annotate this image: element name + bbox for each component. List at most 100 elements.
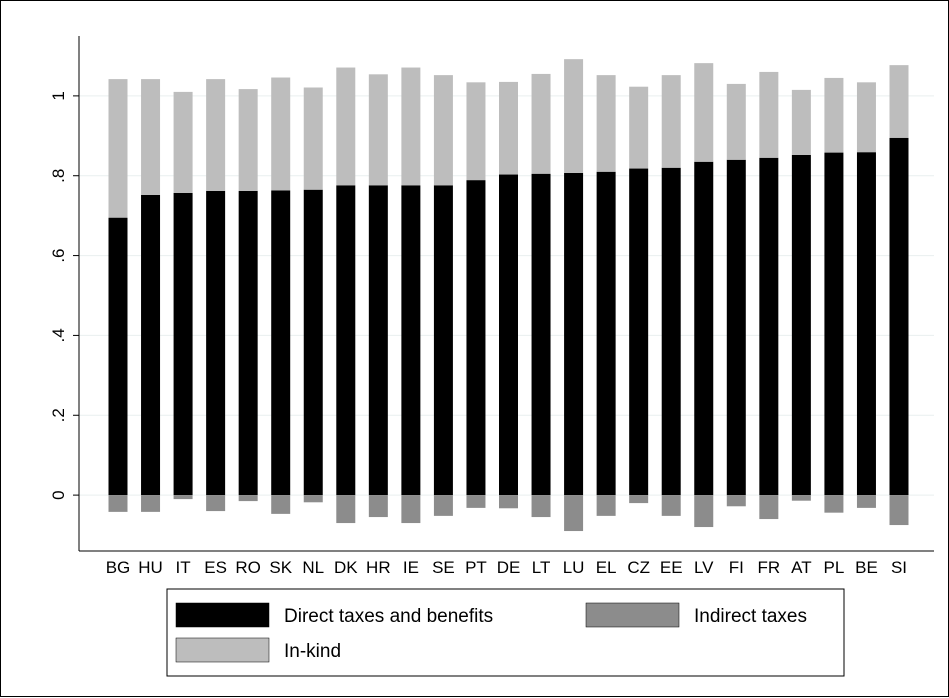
legend-swatch-in-kind	[175, 637, 270, 663]
bar-direct-EE	[661, 167, 681, 496]
x-tick-label: SI	[891, 558, 907, 577]
bar-indirect-FI	[726, 495, 746, 507]
bar-in-kind-NL	[303, 87, 323, 190]
bar-in-kind-SI	[889, 65, 909, 138]
legend-swatch-indirect	[585, 602, 680, 628]
x-tick-label: EE	[660, 558, 683, 577]
bar-in-kind-IT	[173, 91, 193, 193]
x-tick-label: HU	[138, 558, 163, 577]
bar-in-kind-ES	[206, 79, 226, 191]
bar-indirect-ES	[206, 495, 226, 512]
bar-direct-DE	[499, 174, 518, 496]
bar-in-kind-LT	[531, 73, 551, 174]
bar-indirect-SK	[271, 495, 291, 514]
bar-indirect-IT	[173, 495, 193, 500]
bar-indirect-EL	[596, 495, 616, 516]
bar-direct-LU	[564, 172, 584, 496]
bar-in-kind-PL	[824, 77, 844, 153]
x-axis: BG HU IT ES RO SK NL DK HR IE SE PT DE LT LU EL CZ EE LV FI…	[79, 550, 934, 577]
x-tick-label: LU	[563, 558, 585, 577]
y-axis: 0 .2 .4 .6 .8 1	[49, 36, 80, 551]
x-tick-label: LV	[694, 558, 714, 577]
bar-in-kind-AT	[791, 89, 811, 155]
bar-direct-ES	[206, 190, 226, 496]
x-tick-label: ES	[204, 558, 227, 577]
bars	[108, 59, 909, 532]
x-tick-label: FI	[729, 558, 744, 577]
bar-direct-RO	[238, 190, 258, 496]
x-tick-label: LT	[532, 558, 551, 577]
bar-direct-SE	[433, 185, 453, 496]
x-tick-label: NL	[302, 558, 324, 577]
x-tick-label: HR	[366, 558, 391, 577]
bar-direct-FR	[759, 157, 779, 496]
bar-indirect-SE	[433, 495, 453, 516]
y-tick-label: .6	[49, 248, 68, 262]
bar-in-kind-HR	[368, 74, 388, 186]
x-tick-label: BG	[106, 558, 131, 577]
bar-in-kind-HU	[141, 79, 161, 195]
bar-in-kind-IE	[401, 67, 421, 186]
x-tick-label: DK	[334, 558, 358, 577]
x-tick-label: CZ	[627, 558, 650, 577]
bar-indirect-AT	[791, 495, 811, 501]
bar-direct-PT	[466, 180, 486, 496]
bar-indirect-HU	[141, 495, 161, 512]
bar-indirect-PT	[466, 495, 486, 508]
x-tick-label: PT	[465, 558, 487, 577]
legend-label-in-kind: In-kind	[284, 641, 341, 662]
y-tick-label: .4	[49, 328, 68, 342]
bar-direct-LT	[531, 173, 551, 496]
bar-direct-IT	[173, 192, 193, 496]
y-tick-label: 1	[49, 91, 68, 100]
bar-in-kind-BE	[856, 82, 876, 153]
bar-direct-HU	[141, 194, 161, 496]
bar-indirect-PL	[824, 495, 844, 513]
bar-direct-FI	[726, 159, 746, 496]
x-tick-label: PL	[824, 558, 845, 577]
bar-indirect-CZ	[629, 495, 649, 504]
y-tick-label: .8	[49, 169, 68, 183]
legend-swatch-direct	[175, 602, 270, 628]
bar-direct-SI	[889, 137, 909, 496]
bar-indirect-SI	[889, 495, 909, 526]
bar-indirect-LV	[694, 495, 714, 528]
bar-direct-IE	[401, 185, 421, 496]
bar-in-kind-CZ	[629, 86, 649, 169]
legend: Direct taxes and benefits Indirect taxes…	[166, 588, 845, 677]
bar-indirect-IE	[401, 495, 421, 524]
bar-indirect-DE	[499, 495, 518, 509]
x-tick-label: IE	[403, 558, 419, 577]
bar-in-kind-SE	[433, 75, 453, 186]
x-tick-label: SK	[269, 558, 292, 577]
x-tick-label: BE	[855, 558, 878, 577]
bar-indirect-BG	[108, 495, 128, 512]
bar-in-kind-DK	[336, 67, 356, 186]
y-tick-label: 0	[49, 490, 68, 499]
legend-label-indirect: Indirect taxes	[694, 606, 807, 627]
bar-indirect-HR	[368, 495, 388, 518]
bar-in-kind-FI	[726, 83, 746, 160]
bar-indirect-EE	[661, 495, 681, 516]
bar-indirect-LT	[531, 495, 551, 518]
bar-direct-SK	[271, 190, 291, 496]
x-tick-label: FR	[757, 558, 780, 577]
bar-direct-AT	[791, 154, 811, 496]
bar-in-kind-EE	[661, 75, 681, 168]
bar-in-kind-RO	[238, 89, 258, 191]
x-tick-label: SE	[432, 558, 455, 577]
bar-direct-BG	[108, 217, 128, 496]
legend-label-direct: Direct taxes and benefits	[284, 606, 493, 627]
bar-in-kind-PT	[466, 82, 486, 181]
bar-direct-HR	[368, 185, 388, 496]
bar-indirect-RO	[238, 495, 258, 502]
bar-indirect-FR	[759, 495, 779, 520]
bar-indirect-LU	[564, 495, 584, 532]
y-tick-label: .2	[49, 408, 68, 422]
bar-direct-NL	[303, 189, 323, 496]
bar-indirect-BE	[856, 495, 876, 508]
bar-in-kind-LV	[694, 63, 714, 162]
bar-direct-CZ	[629, 168, 649, 496]
